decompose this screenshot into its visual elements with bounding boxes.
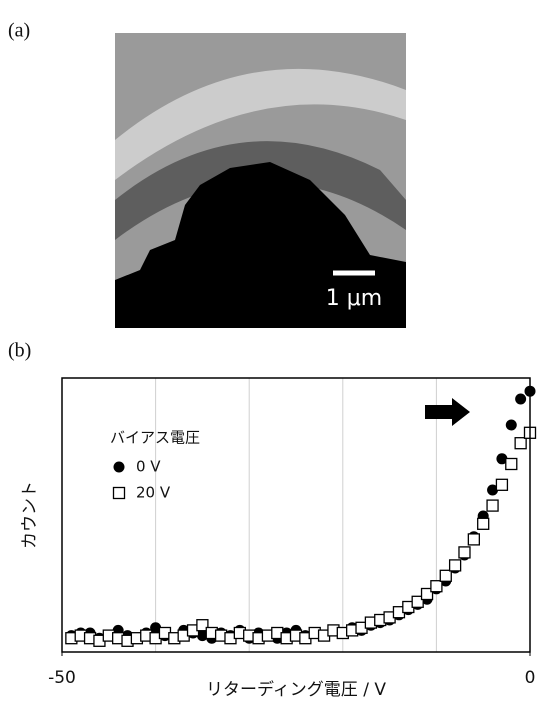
point — [467, 533, 480, 546]
point — [486, 499, 499, 512]
micrograph: 1 μm — [115, 33, 406, 328]
x-tick-label: 0 — [525, 668, 536, 688]
point — [448, 559, 462, 572]
arrow — [425, 398, 470, 426]
point — [458, 546, 471, 559]
point — [439, 569, 452, 582]
point — [505, 419, 517, 431]
scale-bar-label: 1 μm — [326, 286, 382, 311]
legend-title: バイアス電圧 — [110, 429, 200, 447]
point — [487, 484, 499, 496]
y-axis-label: カウント — [20, 481, 40, 549]
point — [411, 595, 424, 608]
legend-swatch — [113, 461, 125, 473]
x-axis-label: リターディング電圧 / V — [206, 679, 386, 700]
point — [515, 393, 527, 405]
point — [430, 580, 443, 593]
legend-swatch — [112, 486, 126, 500]
panel-label: (b) — [8, 340, 31, 362]
point — [196, 630, 208, 642]
point — [196, 619, 209, 632]
point — [514, 437, 527, 450]
x-tick-label: -50 — [48, 668, 76, 688]
point — [495, 478, 509, 491]
point — [420, 587, 434, 601]
plot-frame — [61, 377, 531, 653]
legend-label: 0 V — [136, 458, 161, 476]
point — [150, 622, 162, 634]
legend-label: 20 V — [136, 484, 171, 502]
plot — [65, 378, 537, 652]
point — [496, 453, 508, 465]
point — [505, 457, 518, 471]
point — [477, 517, 490, 530]
panel-label: (a) — [8, 20, 30, 42]
